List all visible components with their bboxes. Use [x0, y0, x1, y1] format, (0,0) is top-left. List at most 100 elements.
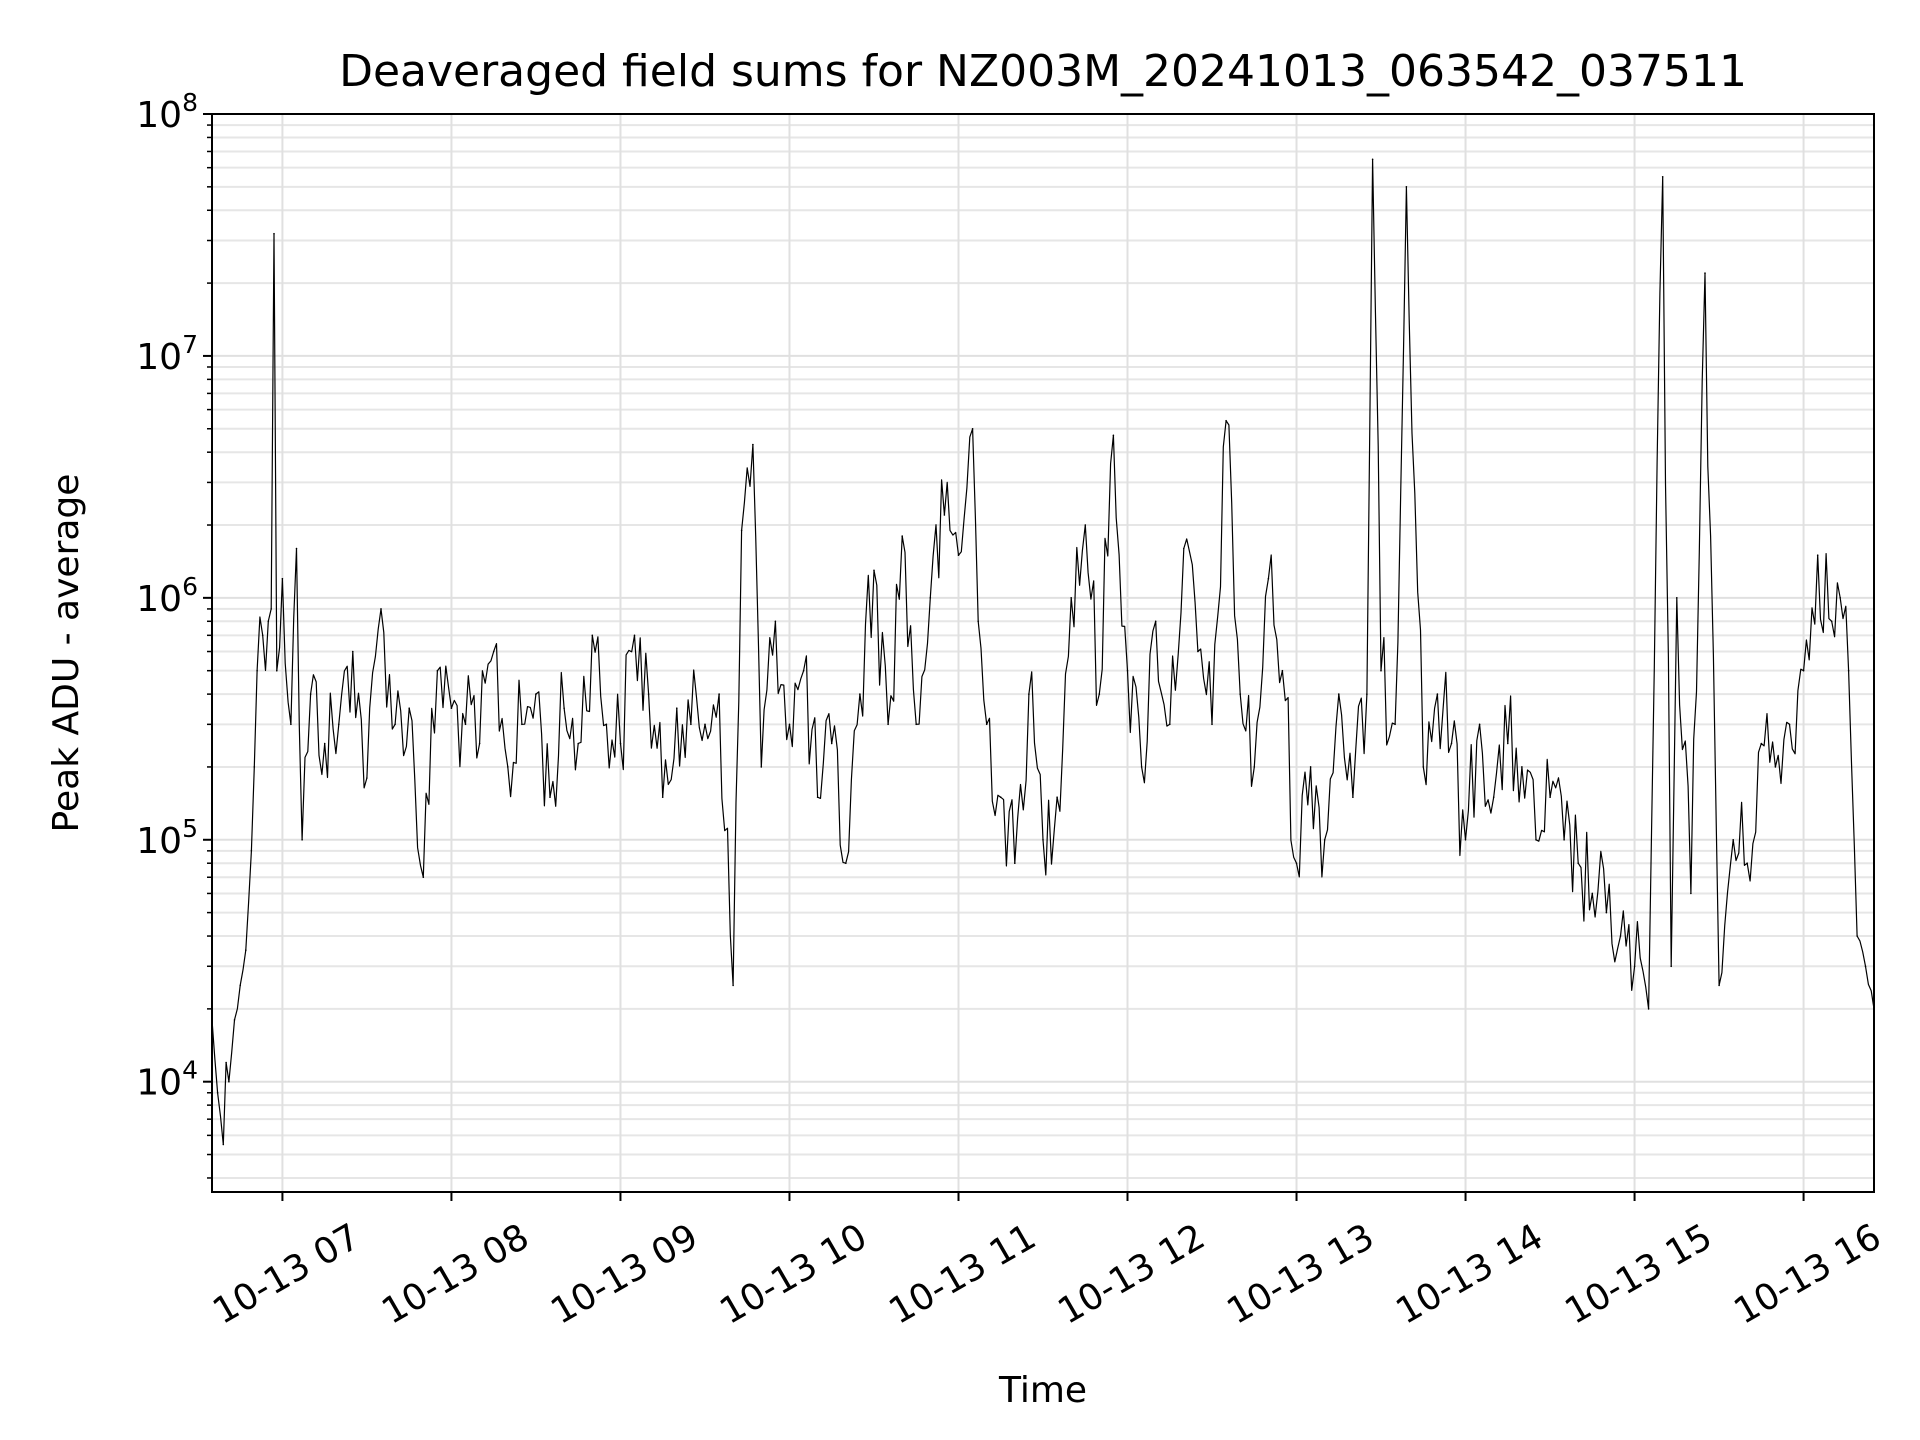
data-point	[676, 707, 678, 709]
data-point	[295, 547, 298, 550]
data-point	[845, 862, 847, 864]
data-point	[408, 707, 411, 709]
data-point	[1042, 839, 1044, 841]
data-point	[1323, 839, 1326, 841]
x-axis-label: Time	[998, 1370, 1087, 1411]
y-tick-label: 105	[136, 814, 198, 862]
y-axis: 104 105 106 107 108	[136, 88, 212, 1179]
y-tick-label: 104	[136, 1056, 198, 1104]
data-point	[1718, 984, 1720, 987]
data-point	[999, 796, 1002, 798]
data-point	[261, 634, 264, 637]
data-point	[1405, 186, 1408, 188]
data-point	[802, 669, 805, 672]
data-point	[507, 766, 509, 768]
data-point	[1478, 723, 1481, 726]
data-point	[228, 1080, 230, 1083]
data-point	[760, 766, 763, 768]
data-point	[957, 554, 960, 556]
data-point	[563, 707, 565, 709]
data-point	[1591, 892, 1594, 895]
data-point	[1647, 1008, 1650, 1010]
data-point	[1098, 693, 1101, 695]
data-point	[1014, 862, 1016, 864]
data-point	[929, 597, 932, 599]
data-point	[704, 723, 706, 726]
data-point	[1366, 693, 1368, 695]
data-point	[1253, 766, 1256, 768]
data-point	[273, 232, 275, 235]
data-point	[1154, 620, 1157, 623]
data-point	[577, 742, 579, 745]
data-point	[270, 608, 273, 610]
data-point	[1605, 911, 1608, 914]
data-point	[1394, 723, 1396, 726]
y-axis-label: Peak ADU - average	[46, 474, 87, 833]
data-point	[1802, 669, 1805, 672]
data-point	[1661, 176, 1664, 178]
data-point	[1281, 669, 1284, 672]
data-point	[216, 1092, 219, 1094]
data-point	[1839, 597, 1841, 599]
data-point	[690, 723, 692, 726]
data-point	[1126, 669, 1129, 672]
data-point	[1183, 547, 1185, 550]
data-point	[380, 608, 382, 610]
y-tick-label: 108	[136, 88, 198, 136]
data-point	[535, 693, 537, 695]
data-point	[1670, 965, 1672, 968]
data-point	[1690, 892, 1692, 895]
data-point	[521, 723, 523, 726]
data-layer	[211, 158, 1875, 1146]
data-point	[977, 620, 979, 623]
chart-title: Deaveraged field sums for NZ003M_2024101…	[339, 46, 1747, 97]
data-point	[1056, 796, 1058, 798]
data-point	[1211, 723, 1213, 726]
data-point	[1352, 796, 1354, 798]
data-point	[1619, 935, 1622, 937]
data-point	[1371, 158, 1374, 161]
data-point	[1856, 935, 1858, 937]
data-point	[323, 742, 326, 745]
data-point	[281, 577, 284, 580]
data-point	[1816, 554, 1819, 556]
data-point	[1239, 693, 1241, 695]
data-point	[1464, 839, 1467, 841]
data-point	[436, 669, 439, 672]
data-point	[1535, 839, 1537, 841]
y-tick-label: 107	[136, 330, 198, 378]
data-point	[478, 742, 481, 745]
data-point	[225, 1061, 227, 1064]
data-point	[619, 742, 622, 745]
data-point	[1309, 766, 1312, 768]
data-point	[901, 535, 903, 537]
data-point	[647, 693, 650, 695]
data-point	[1380, 669, 1382, 672]
data-point	[253, 766, 256, 768]
data-point	[1112, 434, 1115, 437]
data-point	[256, 669, 258, 672]
data-point	[752, 443, 754, 446]
data-point	[450, 707, 453, 709]
data-point	[1197, 650, 1199, 653]
data-point	[1732, 839, 1734, 841]
data-point	[1140, 766, 1143, 768]
data-point	[1450, 742, 1453, 745]
data-point	[1864, 965, 1867, 968]
data-point	[1774, 766, 1777, 768]
data-point	[1070, 597, 1072, 599]
data-point	[239, 984, 241, 987]
data-point	[1830, 620, 1833, 623]
data-point	[290, 723, 292, 726]
data-point	[1676, 597, 1678, 599]
data-point	[366, 777, 368, 779]
data-point	[1760, 742, 1763, 745]
data-point	[1436, 693, 1439, 695]
data-point	[1267, 577, 1270, 580]
data-point	[1084, 524, 1087, 526]
data-point	[633, 634, 636, 637]
data-point	[1507, 742, 1509, 745]
data-point	[591, 634, 594, 637]
data-point	[1028, 693, 1030, 695]
